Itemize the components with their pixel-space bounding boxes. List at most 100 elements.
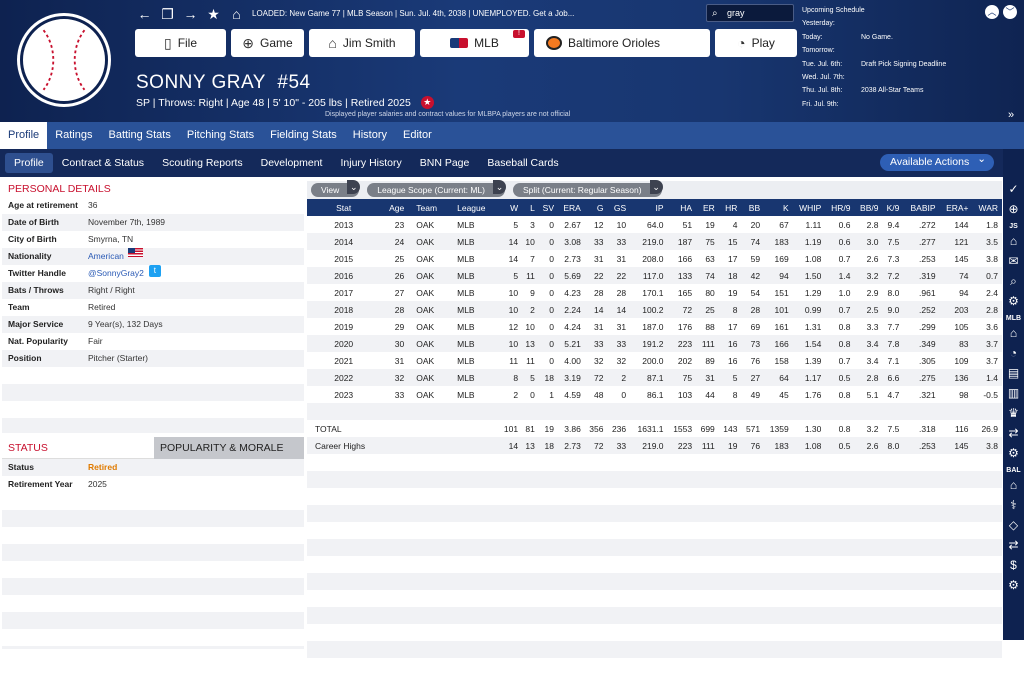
career-highs-row[interactable]: Career Highs 14 13 18 2.73 72 33 219.0 223 111 19 7… bbox=[307, 437, 1002, 454]
table-row[interactable]: 2021 31 OAK MLB 11 11 0 4.00 32 32 200.0 202 89 16 76 1… bbox=[307, 352, 1002, 369]
twitter-handle-link[interactable]: @SonnyGray2 bbox=[88, 268, 144, 278]
column-header[interactable]: Team bbox=[408, 199, 450, 216]
home-icon[interactable]: ⌂ bbox=[1009, 234, 1018, 248]
column-header[interactable]: League bbox=[449, 199, 500, 216]
search-input[interactable]: ⌕ gray bbox=[706, 4, 794, 22]
tab-ratings[interactable]: Ratings bbox=[55, 129, 93, 141]
column-header[interactable]: BB bbox=[741, 199, 765, 216]
table-cell: 25 bbox=[394, 253, 405, 264]
league-button[interactable]: MLB ! bbox=[420, 29, 529, 57]
subtab-profile[interactable]: Profile bbox=[5, 153, 53, 173]
double-chevron-right-icon[interactable]: » bbox=[1008, 109, 1015, 121]
detail-key: City of Birth bbox=[8, 234, 57, 244]
table-row[interactable]: 2018 28 OAK MLB 10 2 0 2.24 14 14 100.2 72 25 8 28 101 0… bbox=[307, 301, 1002, 318]
team-button[interactable]: Baltimore Orioles bbox=[534, 29, 710, 57]
nationality-link[interactable]: American bbox=[88, 251, 124, 261]
column-header[interactable]: K bbox=[764, 199, 793, 216]
column-header[interactable]: BABIP bbox=[903, 199, 940, 216]
tab-popularity-morale[interactable]: POPULARITY & MORALE bbox=[154, 437, 304, 459]
column-header[interactable]: ERA bbox=[558, 199, 585, 216]
trophy-icon[interactable]: ♛ bbox=[1008, 406, 1019, 420]
diamond-icon[interactable]: ◇ bbox=[1008, 518, 1019, 532]
bar-chart-icon[interactable]: ▥ bbox=[1007, 386, 1020, 400]
table-row[interactable]: 2020 30 OAK MLB 10 13 0 5.21 33 33 191.2 223 111 16 73… bbox=[307, 335, 1002, 352]
table-row[interactable]: 2016 26 OAK MLB 5 11 0 5.69 22 22 117.0 133 74 18 42 94… bbox=[307, 267, 1002, 284]
file-button[interactable]: ▯ File bbox=[135, 29, 226, 57]
home-icon[interactable]: ⌂ bbox=[1009, 478, 1018, 492]
column-header[interactable]: BB/9 bbox=[854, 199, 883, 216]
table-cell: 1.08 bbox=[804, 440, 822, 451]
subtab-scouting-reports[interactable]: Scouting Reports bbox=[162, 157, 243, 169]
column-header[interactable]: W bbox=[499, 199, 523, 216]
column-header[interactable]: WHIP bbox=[792, 199, 826, 216]
table-cell: 2.73 bbox=[564, 253, 581, 264]
subtab-baseball-cards[interactable]: Baseball Cards bbox=[487, 157, 559, 169]
manager-button[interactable]: ⌂ Jim Smith bbox=[309, 29, 415, 57]
league-scope-dropdown[interactable]: League Scope (Current: ML) bbox=[367, 180, 506, 197]
table-row[interactable]: 2023 33 OAK MLB 2 0 1 4.59 48 0 86.1 103 44 8 49 45 1.76… bbox=[307, 386, 1002, 403]
column-header[interactable]: GS bbox=[607, 199, 631, 216]
column-header[interactable]: HR/9 bbox=[825, 199, 855, 216]
table-cell: 94 bbox=[959, 287, 969, 298]
transfer-icon[interactable]: ⇄ bbox=[1008, 426, 1019, 440]
split-dropdown[interactable]: Split (Current: Regular Season) bbox=[513, 180, 663, 197]
document-icon[interactable]: ▤ bbox=[1007, 366, 1020, 380]
available-actions-dropdown[interactable]: Available Actions bbox=[880, 151, 994, 171]
home-icon[interactable]: ⌂ bbox=[232, 6, 241, 22]
table-row[interactable]: 2014 24 OAK MLB 14 10 0 3.08 33 33 219.0 187 75 15 74 1… bbox=[307, 233, 1002, 250]
table-cell: MLB bbox=[457, 321, 475, 332]
twitter-icon[interactable]: t bbox=[148, 265, 161, 277]
baseball-icon[interactable]: ◔ bbox=[1009, 346, 1018, 360]
stethoscope-icon[interactable]: ⚕ bbox=[1010, 498, 1017, 512]
table-row[interactable]: 2017 27 OAK MLB 10 9 0 4.23 28 28 170.1 165 80 19 54 15… bbox=[307, 284, 1002, 301]
subtab-bnn-page[interactable]: BNN Page bbox=[419, 157, 470, 169]
tab-batting-stats[interactable]: Batting Stats bbox=[108, 129, 171, 141]
tab-history[interactable]: History bbox=[352, 129, 388, 141]
column-header[interactable]: Stat bbox=[307, 199, 385, 216]
column-header[interactable]: K/9 bbox=[882, 199, 904, 216]
column-header[interactable]: IP bbox=[630, 199, 668, 216]
chevron-down-icon[interactable]: ﹀ bbox=[1003, 5, 1017, 19]
total-row[interactable]: TOTAL 101 81 19 3.86 356 236 1631.1 1553 699 143 57… bbox=[307, 420, 1002, 437]
play-button[interactable]: ◔ Play bbox=[715, 29, 797, 57]
table-cell: 14 bbox=[594, 304, 604, 315]
table-row[interactable]: 2013 23 OAK MLB 5 3 0 2.67 12 10 64.0 51 19 4 20 67 1.11… bbox=[307, 216, 1002, 233]
home-icon[interactable]: ⌂ bbox=[1009, 326, 1018, 340]
column-header[interactable]: HA bbox=[667, 199, 697, 216]
column-header[interactable]: ER bbox=[696, 199, 719, 216]
tab-fielding-stats[interactable]: Fielding Stats bbox=[270, 129, 337, 141]
table-row[interactable]: 2015 25 OAK MLB 14 7 0 2.73 31 31 208.0 166 63 17 59 16… bbox=[307, 250, 1002, 267]
gear-icon[interactable]: ⚙ bbox=[1008, 578, 1019, 592]
table-row[interactable]: 2019 29 OAK MLB 12 10 0 4.24 31 31 187.0 176 88 17 69 1… bbox=[307, 318, 1002, 335]
globe-icon[interactable]: ⊕ bbox=[1008, 202, 1019, 216]
transfer-icon[interactable]: ⇄ bbox=[1008, 538, 1019, 552]
check-circle-icon[interactable]: ✓ bbox=[1008, 182, 1019, 196]
forward-arrow-icon[interactable]: → bbox=[183, 6, 198, 22]
search-icon[interactable]: ⌕ bbox=[1010, 274, 1017, 288]
column-header[interactable]: SV bbox=[538, 199, 559, 216]
subtab-development[interactable]: Development bbox=[260, 157, 323, 169]
tab-editor[interactable]: Editor bbox=[403, 129, 432, 141]
chevron-up-icon[interactable]: ︿ bbox=[985, 5, 999, 19]
copy-icon[interactable]: ❐ bbox=[161, 6, 174, 22]
tab-status[interactable]: STATUS bbox=[2, 437, 154, 459]
back-arrow-icon[interactable]: ← bbox=[137, 6, 152, 22]
gear-icon[interactable]: ⚙ bbox=[1008, 446, 1019, 460]
subtab-injury-history[interactable]: Injury History bbox=[340, 157, 402, 169]
dollar-icon[interactable]: $ bbox=[1010, 558, 1017, 572]
column-header[interactable]: HR bbox=[718, 199, 742, 216]
column-header[interactable]: G bbox=[584, 199, 608, 216]
column-header[interactable]: Age bbox=[384, 199, 409, 216]
column-header[interactable]: ERA+ bbox=[939, 199, 973, 216]
column-header[interactable]: L bbox=[522, 199, 539, 216]
table-row[interactable]: 2022 32 OAK MLB 8 5 18 3.19 72 2 87.1 75 31 5 27 64 1.17… bbox=[307, 369, 1002, 386]
tab-pitching-stats[interactable]: Pitching Stats bbox=[186, 129, 255, 141]
gear-icon[interactable]: ⚙ bbox=[1008, 294, 1019, 308]
game-button[interactable]: ⊕ Game bbox=[231, 29, 304, 57]
column-header[interactable]: WAR bbox=[972, 199, 1002, 216]
tab-profile[interactable]: Profile bbox=[0, 122, 48, 149]
star-icon[interactable]: ★ bbox=[207, 6, 220, 22]
mail-icon[interactable]: ✉ bbox=[1008, 254, 1019, 268]
view-dropdown[interactable]: View bbox=[311, 180, 361, 197]
subtab-contract-status[interactable]: Contract & Status bbox=[61, 157, 145, 169]
